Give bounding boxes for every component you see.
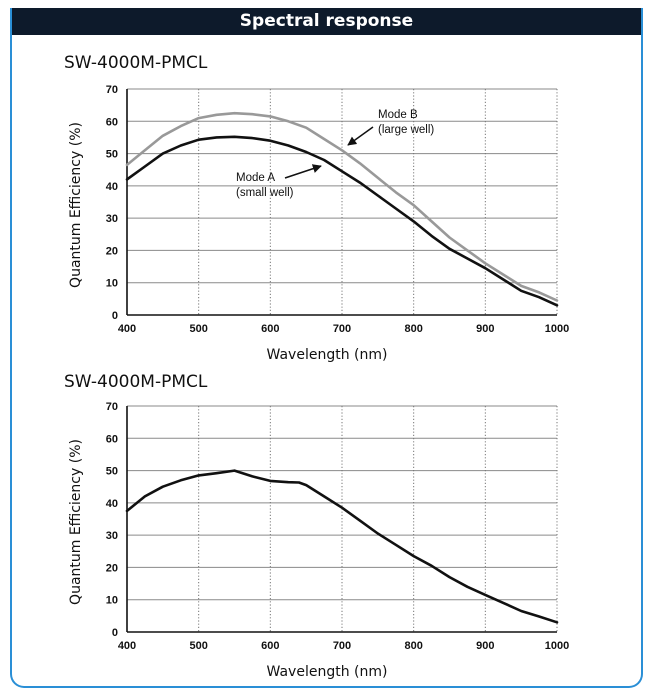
y-tick-label: 30 xyxy=(106,213,118,225)
x-tick-label: 1000 xyxy=(545,640,569,652)
y-tick-label: 50 xyxy=(106,149,118,161)
x-tick-label: 900 xyxy=(476,323,494,335)
section-header: Spectral response xyxy=(10,8,643,35)
content-panel xyxy=(10,8,643,688)
annotation-mode-b-arrow xyxy=(347,126,374,146)
y-axis-label: Quantum Efficiency (%) xyxy=(68,122,84,288)
y-tick-label: 70 xyxy=(106,84,118,96)
x-tick-label: 500 xyxy=(189,323,207,335)
chart-1-title: SW-4000M-PMCL xyxy=(64,53,208,73)
x-tick-label: 600 xyxy=(261,640,279,652)
x-axis-label: Wavelength (nm) xyxy=(267,664,388,680)
series-line-mode-a xyxy=(125,135,559,307)
y-tick-label: 20 xyxy=(106,245,118,257)
annotation-mode-a-sublabel: (small well) xyxy=(236,187,294,199)
x-tick-label: 600 xyxy=(261,323,279,335)
y-tick-label: 0 xyxy=(112,310,118,322)
y-tick-label: 10 xyxy=(106,278,118,290)
x-tick-label: 400 xyxy=(118,323,136,335)
x-axis-label: Wavelength (nm) xyxy=(267,347,388,363)
y-tick-label: 60 xyxy=(106,116,118,128)
y-tick-label: 40 xyxy=(106,181,118,193)
series-line xyxy=(125,469,559,624)
annotation-mode-a-label: Mode A xyxy=(236,172,275,184)
x-tick-label: 800 xyxy=(404,323,422,335)
y-tick-label: 40 xyxy=(106,498,118,510)
annotation-mode-a-arrow xyxy=(284,164,322,179)
y-tick-label: 10 xyxy=(106,595,118,607)
y-tick-label: 30 xyxy=(106,530,118,542)
y-tick-label: 70 xyxy=(106,401,118,413)
chart-2-title: SW-4000M-PMCL xyxy=(64,372,208,392)
x-tick-label: 400 xyxy=(118,640,136,652)
x-tick-label: 1000 xyxy=(545,323,569,335)
section-title: Spectral response xyxy=(239,11,414,31)
y-tick-label: 20 xyxy=(106,562,118,574)
y-tick-label: 60 xyxy=(106,433,118,445)
x-tick-label: 500 xyxy=(189,640,207,652)
x-tick-label: 800 xyxy=(404,640,422,652)
annotation-mode-b-label: Mode B xyxy=(378,109,418,121)
x-tick-label: 700 xyxy=(333,640,351,652)
x-tick-label: 700 xyxy=(333,323,351,335)
y-tick-label: 0 xyxy=(112,627,118,639)
x-tick-label: 900 xyxy=(476,640,494,652)
y-axis-label: Quantum Efficiency (%) xyxy=(68,439,84,605)
annotation-mode-b-sublabel: (large well) xyxy=(378,124,434,136)
y-tick-label: 50 xyxy=(106,466,118,478)
series-line-mode-b xyxy=(125,111,559,302)
